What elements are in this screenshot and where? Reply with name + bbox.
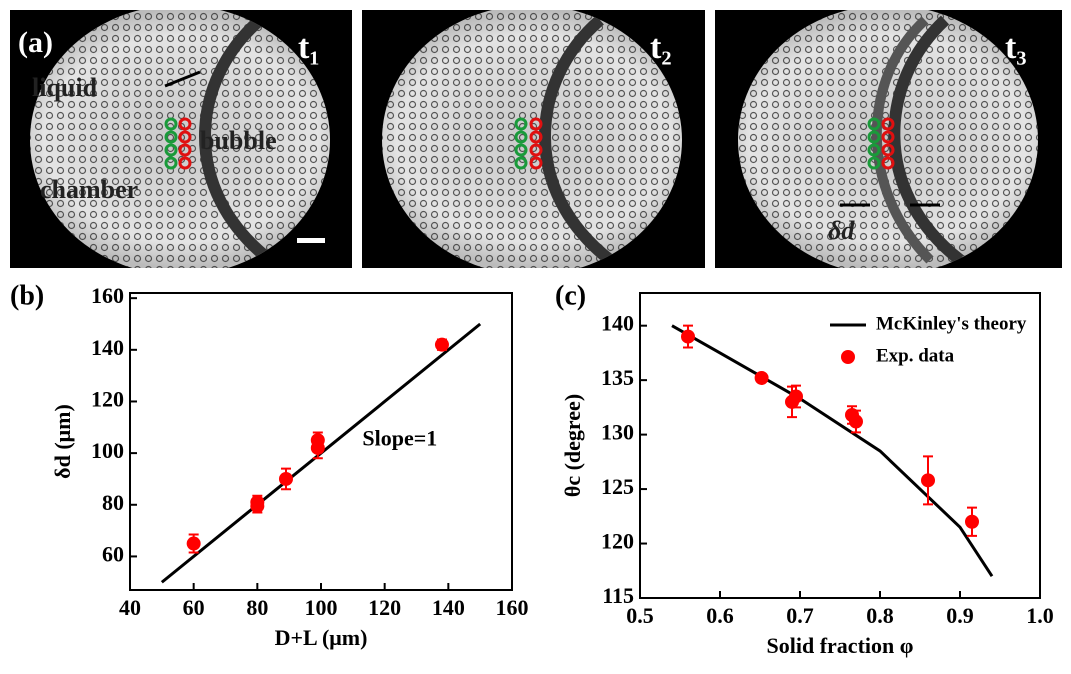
y-tick-label: 125	[601, 474, 634, 499]
x-tick-label: 60	[183, 595, 205, 620]
annotation: chamber	[40, 175, 138, 204]
y-axis-label: δd (μm)	[50, 404, 75, 479]
y-tick-label: 160	[91, 283, 124, 308]
annotation: δd	[828, 216, 855, 245]
y-tick-label: 140	[601, 311, 634, 336]
point	[278, 471, 293, 486]
point	[681, 329, 695, 344]
x-tick-label: 1.0	[1026, 603, 1054, 628]
panel-label: (a)	[18, 26, 53, 59]
panel-label: (c)	[555, 280, 586, 311]
y-tick-label: 140	[91, 335, 124, 360]
point	[965, 514, 979, 529]
legend-label: McKinley's theory	[876, 313, 1027, 334]
line	[671, 324, 994, 578]
x-tick-label: 0.8	[866, 603, 894, 628]
legend-swatch	[841, 350, 855, 364]
point	[434, 337, 449, 352]
x-tick-label: 100	[305, 595, 338, 620]
y-axis-label: θc (degree)	[560, 394, 585, 497]
x-tick-label: 120	[368, 595, 401, 620]
pillar-markers	[164, 117, 895, 170]
x-axis-label: Solid fraction φ	[767, 633, 914, 658]
annotation: bubble	[200, 126, 277, 155]
annotation: liquid	[32, 73, 98, 102]
x-tick-label: 0.5	[626, 603, 654, 628]
x-axis-label: D+L (μm)	[275, 625, 368, 650]
point	[186, 536, 201, 551]
point	[789, 389, 803, 404]
plot-frame	[639, 292, 1041, 599]
x-tick-label: 0.7	[786, 603, 814, 628]
y-tick-label: 120	[91, 387, 124, 412]
frame-label: t₁	[298, 29, 320, 66]
micrograph	[362, 10, 705, 268]
frame-label: t₃	[1005, 29, 1027, 66]
x-tick-label: 0.9	[946, 603, 974, 628]
y-tick-label: 120	[601, 529, 634, 554]
micrograph	[715, 10, 1062, 268]
x-tick-label: 160	[496, 595, 529, 620]
y-tick-label: 135	[601, 365, 634, 390]
frame-label: t₂	[650, 29, 672, 66]
annotation: Slope=1	[362, 425, 437, 450]
y-tick-label: 115	[602, 583, 634, 608]
arrow	[164, 70, 201, 88]
x-tick-label: 140	[432, 595, 465, 620]
legend-label: Exp. data	[876, 345, 955, 366]
y-tick-label: 60	[102, 541, 124, 566]
y-tick-label: 80	[102, 490, 124, 515]
x-tick-label: 0.6	[706, 603, 734, 628]
point	[310, 433, 325, 448]
x-tick-label: 40	[119, 595, 141, 620]
point	[921, 473, 935, 488]
x-tick-label: 80	[246, 595, 268, 620]
y-tick-label: 130	[601, 420, 634, 445]
panel-label: (b)	[10, 280, 44, 311]
point	[754, 370, 769, 385]
point	[250, 495, 265, 510]
y-tick-label: 100	[91, 438, 124, 463]
point	[849, 414, 863, 429]
